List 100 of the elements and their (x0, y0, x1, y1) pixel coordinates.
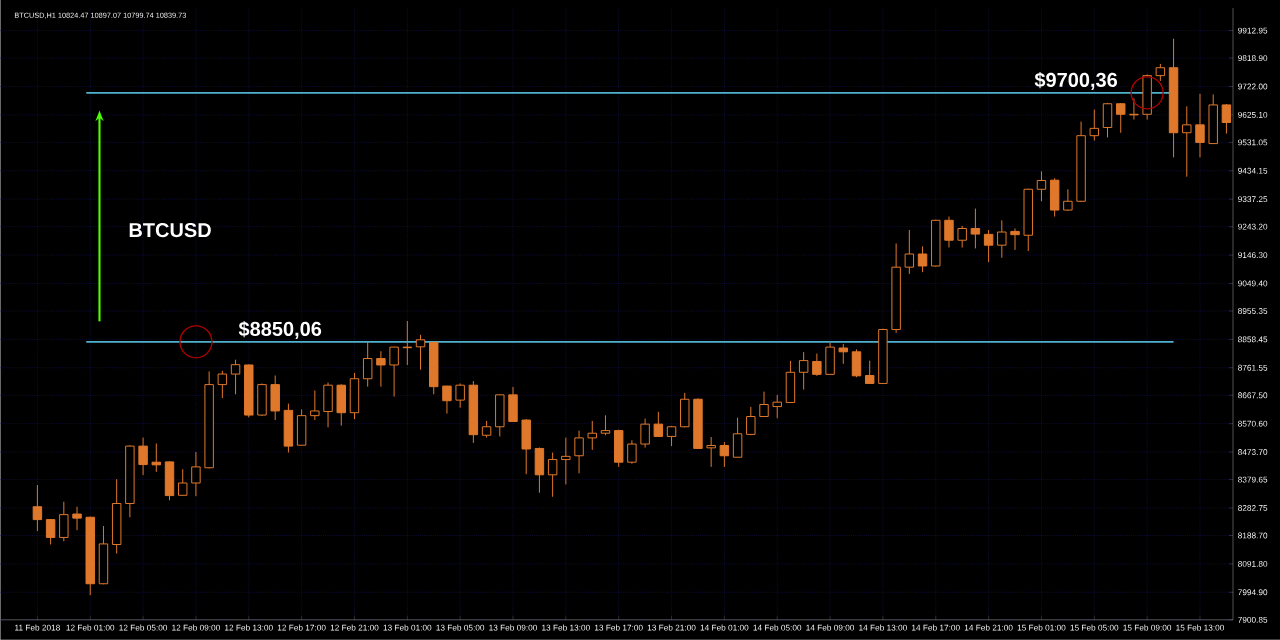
candlestick (719, 441, 730, 468)
x-tick-label: 15 Feb 13:00 (1176, 624, 1224, 631)
x-tick-label: 13 Feb 17:00 (594, 624, 643, 631)
y-tick-label: 9531.05 (1238, 139, 1268, 146)
y-tick-label: 9912.95 (1238, 27, 1268, 34)
candlestick (970, 208, 981, 250)
y-tick-label: 8667.50 (1238, 392, 1268, 399)
x-tick-label: 12 Feb 01:00 (66, 624, 115, 631)
y-tick-label: 7994.90 (1238, 589, 1268, 596)
x-tick-label: 12 Feb 09:00 (172, 624, 220, 631)
candlestick (600, 414, 611, 436)
candlestick (1102, 102, 1113, 139)
candlestick (402, 320, 413, 366)
candlestick (798, 351, 809, 391)
candlestick (640, 418, 650, 449)
x-tick-label: 12 Feb 13:00 (225, 624, 273, 631)
candlestick (917, 245, 928, 273)
candlestick (1129, 98, 1139, 121)
candlestick (983, 229, 994, 263)
candlestick (151, 443, 162, 473)
x-tick-label: 14 Feb 13:00 (859, 624, 907, 631)
candlestick (772, 394, 782, 419)
candlestick (759, 391, 769, 418)
y-tick-label: 8858.45 (1238, 336, 1268, 343)
x-tick-label: 13 Feb 05:00 (436, 624, 485, 631)
candlestick (864, 360, 875, 385)
candlestick (362, 341, 373, 388)
candlestick (217, 370, 228, 399)
candlestick (310, 390, 320, 421)
candlestick (904, 229, 915, 275)
x-tick-label: 13 Feb 01:00 (383, 624, 432, 631)
candlestick (72, 506, 82, 531)
candlestick (138, 437, 148, 476)
candlestick (587, 420, 597, 451)
candlestick (442, 385, 452, 415)
candlestick (415, 334, 426, 371)
x-tick-label: 13 Feb 21:00 (647, 624, 696, 631)
candlestick (1089, 109, 1100, 142)
candlestick (191, 451, 201, 497)
y-tick-label: 9049.40 (1238, 280, 1268, 287)
y-tick-label: 8570.60 (1238, 420, 1268, 427)
candlestick (706, 436, 716, 468)
x-tick-label: 15 Feb 01:00 (1017, 624, 1066, 631)
x-tick-label: 14 Feb 05:00 (753, 624, 802, 631)
y-tick-label: 9818.90 (1238, 55, 1268, 62)
y-tick-label: 9434.15 (1238, 167, 1268, 174)
x-tick-label: 14 Feb 17:00 (912, 624, 960, 631)
y-tick-label: 8473.70 (1238, 449, 1268, 456)
candlestick (957, 225, 967, 249)
x-tick-label: 14 Feb 09:00 (806, 624, 855, 631)
x-tick-label: 13 Feb 13:00 (542, 624, 590, 631)
candlestick (45, 518, 56, 546)
candlestick (389, 346, 399, 398)
y-tick-label: 9625.10 (1238, 112, 1268, 118)
candlestick (653, 411, 664, 438)
candlestick (59, 501, 69, 542)
candlestick (230, 359, 241, 395)
y-tick-label: 8379.65 (1238, 476, 1268, 483)
y-tick-label: 8955.35 (1238, 308, 1268, 315)
x-tick-label: 13 Feb 09:00 (489, 624, 538, 631)
candlestick (455, 383, 465, 409)
x-tick-label: 12 Feb 05:00 (119, 624, 168, 631)
x-tick-label: 15 Feb 05:00 (1070, 624, 1119, 631)
x-tick-label: 15 Feb 09:00 (1123, 624, 1172, 631)
candlestick (627, 439, 637, 465)
candlestick (561, 437, 571, 486)
candlestick (1221, 103, 1232, 135)
candlestick (32, 484, 43, 532)
y-tick-label: 8282.75 (1238, 505, 1268, 511)
x-tick-label: 12 Feb 17:00 (277, 624, 326, 631)
candlestick (838, 343, 849, 365)
candlestick (1182, 105, 1192, 178)
x-tick-label: 14 Feb 01:00 (700, 624, 749, 631)
y-tick-label: 7900.85 (1238, 616, 1268, 623)
ref-line-label: $8850,06 (238, 321, 322, 339)
candlestick (997, 219, 1007, 259)
candlestick (812, 353, 822, 377)
annotation: BTCUSD (129, 223, 211, 238)
candlestick (1115, 102, 1126, 134)
candlestick (944, 216, 954, 249)
y-tick-label: 9146.30 (1238, 252, 1268, 259)
candlestick (1195, 93, 1205, 158)
candlestick (574, 430, 584, 474)
y-tick-label: 8091.80 (1238, 561, 1268, 567)
x-tick-label: 12 Feb 21:00 (330, 624, 379, 631)
y-tick-label: 9722.00 (1238, 83, 1268, 90)
y-tick-label: 8761.55 (1238, 364, 1268, 371)
y-tick-label: 9337.25 (1238, 196, 1268, 203)
candlestick (178, 468, 188, 497)
candlestick (376, 350, 386, 388)
candlestick (1010, 228, 1020, 251)
ref-line-label: $9700,36 (1034, 72, 1118, 90)
candlestick (732, 417, 743, 459)
y-tick-label: 9243.20 (1238, 223, 1268, 230)
candlestick (547, 452, 558, 498)
candlestick (746, 406, 756, 436)
x-tick-label: 11 Feb 2018 (15, 624, 60, 631)
y-tick-label: 8188.70 (1238, 532, 1268, 539)
x-tick-label: 14 Feb 21:00 (964, 624, 1013, 631)
candlestick (1036, 171, 1047, 202)
